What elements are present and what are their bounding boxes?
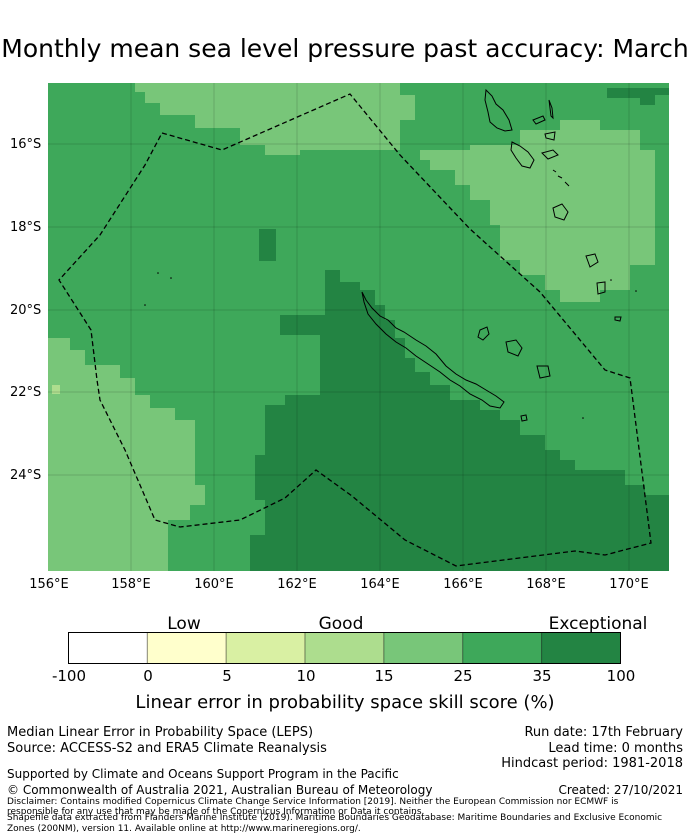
vanuatu-espiritu-santo: [484, 88, 513, 132]
colorbar-segment: [541, 632, 621, 664]
lat-label-16s: 16°S: [10, 137, 42, 152]
islet: [582, 417, 584, 419]
disclaimer-line-2: responsible for any use that may be made…: [7, 807, 425, 817]
skill-region-exceptional-south: [250, 270, 669, 571]
gridlines: [48, 83, 669, 571]
skill-region-good-north: [135, 83, 415, 155]
lon-label-170e: 170°E: [609, 577, 649, 592]
colorbar-title: Linear error in probability space skill …: [135, 692, 555, 713]
disclaimer-line-1: Disclaimer: Contains modified Copernicus…: [7, 797, 619, 807]
tick-label: 0: [143, 667, 153, 685]
coastlines: [361, 88, 622, 422]
tick-label: -100: [51, 667, 87, 685]
islet: [635, 290, 637, 292]
vanuatu-efate: [552, 203, 569, 221]
lon-label-164e: 164°E: [360, 577, 400, 592]
tick-label: 10: [296, 667, 316, 685]
lon-label-160e: 160°E: [194, 577, 234, 592]
page-title: Monthly mean sea level pressure past acc…: [1, 34, 689, 63]
skill-region-good-west: [48, 338, 205, 571]
colorbar-segment: [68, 632, 148, 664]
colorbar-segment: [383, 632, 464, 664]
colorbar-frame: [68, 632, 621, 664]
new-caledonia-grande-terre: [361, 291, 505, 409]
lon-label-168e: 168°E: [526, 577, 566, 592]
skill-spot-light: [52, 385, 60, 394]
info-copyright: © Commonwealth of Australia 2021, Austra…: [7, 783, 433, 797]
lon-label-166e: 166°E: [443, 577, 483, 592]
colorbar-segment: [225, 632, 306, 664]
vanuatu-aneityum: [614, 316, 622, 322]
lat-label-24s: 24°S: [10, 468, 42, 483]
islet: [170, 277, 172, 279]
vanuatu-ambrym: [544, 131, 556, 141]
disclaimer-line-3: Shapefile data extracted from Flanders M…: [7, 813, 663, 823]
category-exceptional: Exceptional: [548, 614, 648, 634]
lon-label-158e: 158°E: [111, 577, 151, 592]
vanuatu-epi: [541, 149, 559, 160]
skill-map: [48, 83, 669, 571]
vanuatu-erromango: [585, 253, 599, 268]
tick-label: 100: [606, 667, 636, 685]
islet: [157, 272, 159, 274]
skill-spot-good: [118, 552, 133, 562]
tick-label: 5: [222, 667, 232, 685]
info-run-date: Run date: 17th February: [524, 725, 683, 740]
lat-label-20s: 20°S: [10, 303, 42, 318]
lon-label-156e: 156°E: [29, 577, 69, 592]
category-low: Low: [167, 614, 201, 634]
tick-label: 25: [453, 667, 473, 685]
category-good: Good: [318, 614, 364, 634]
info-method: Median Linear Error in Probability Space…: [7, 725, 314, 740]
skill-region-exceptional-northeast: [607, 88, 669, 105]
skill-spot-exceptional: [259, 229, 276, 261]
vanuatu-pentecost: [548, 99, 554, 120]
vanuatu-ambae: [532, 115, 546, 125]
tick-label: 35: [532, 667, 552, 685]
lon-label-162e: 162°E: [277, 577, 317, 592]
loyalty-islands-lifou: [505, 339, 523, 357]
loyalty-islands-mare: [536, 365, 551, 379]
disclaimer-line-4: Zones (200NM), version 11. Available onl…: [7, 824, 361, 834]
info-supported: Supported by Climate and Oceans Support …: [7, 767, 399, 781]
info-hindcast: Hindcast period: 1981-2018: [501, 756, 683, 771]
info-lead-time: Lead time: 0 months: [548, 741, 683, 756]
lat-label-18s: 18°S: [10, 220, 42, 235]
colorbar-segment: [462, 632, 543, 664]
info-created: Created: 27/10/2021: [558, 783, 683, 797]
tick-label: 15: [374, 667, 394, 685]
vanuatu-small-1: [552, 169, 570, 187]
colorbar: [68, 632, 621, 664]
isle-of-pines: [520, 414, 528, 422]
colorbar-segment: [304, 632, 385, 664]
vanuatu-tanna: [596, 281, 606, 295]
info-source: Source: ACCESS-S2 and ERA5 Climate Reana…: [7, 741, 327, 756]
colorbar-segment: [146, 632, 227, 664]
loyalty-islands-ouvea: [477, 326, 490, 341]
islet: [610, 279, 612, 281]
lat-label-22s: 22°S: [10, 385, 42, 400]
islet: [144, 304, 146, 306]
small-islets: [144, 272, 637, 419]
vanuatu-malekula: [510, 141, 535, 169]
